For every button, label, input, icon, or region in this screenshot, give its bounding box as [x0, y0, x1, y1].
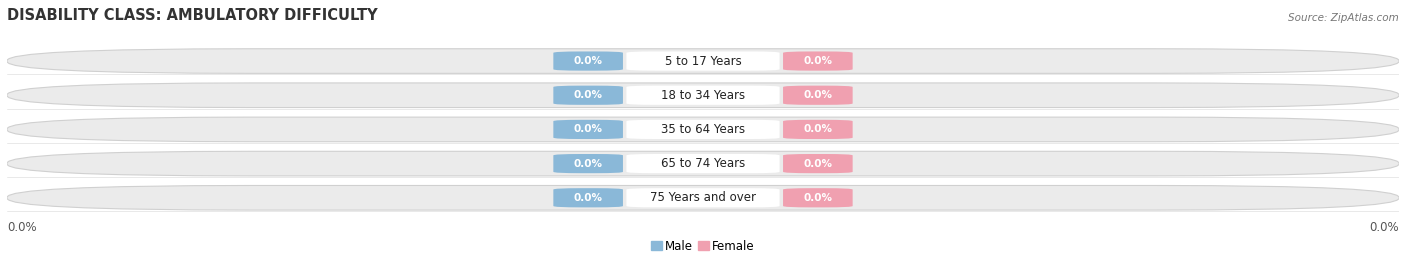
FancyBboxPatch shape — [7, 151, 1399, 176]
FancyBboxPatch shape — [627, 86, 779, 105]
FancyBboxPatch shape — [783, 154, 852, 173]
FancyBboxPatch shape — [627, 51, 779, 71]
Text: 65 to 74 Years: 65 to 74 Years — [661, 157, 745, 170]
FancyBboxPatch shape — [554, 120, 623, 139]
FancyBboxPatch shape — [783, 120, 852, 139]
FancyBboxPatch shape — [627, 120, 779, 139]
Text: 18 to 34 Years: 18 to 34 Years — [661, 89, 745, 102]
Text: 0.0%: 0.0% — [574, 125, 603, 134]
Legend: Male, Female: Male, Female — [647, 235, 759, 257]
Text: 0.0%: 0.0% — [803, 159, 832, 169]
FancyBboxPatch shape — [7, 83, 1399, 108]
FancyBboxPatch shape — [783, 51, 852, 71]
Text: 0.0%: 0.0% — [574, 159, 603, 169]
Text: 0.0%: 0.0% — [803, 193, 832, 203]
FancyBboxPatch shape — [554, 188, 623, 207]
FancyBboxPatch shape — [7, 185, 1399, 210]
Text: 0.0%: 0.0% — [803, 90, 832, 100]
Text: 35 to 64 Years: 35 to 64 Years — [661, 123, 745, 136]
Text: 0.0%: 0.0% — [574, 90, 603, 100]
FancyBboxPatch shape — [554, 51, 623, 71]
Text: 0.0%: 0.0% — [1369, 221, 1399, 234]
Text: 0.0%: 0.0% — [7, 221, 37, 234]
FancyBboxPatch shape — [783, 86, 852, 105]
FancyBboxPatch shape — [627, 188, 779, 207]
Text: 0.0%: 0.0% — [803, 56, 832, 66]
FancyBboxPatch shape — [7, 49, 1399, 73]
Text: 0.0%: 0.0% — [574, 56, 603, 66]
FancyBboxPatch shape — [554, 86, 623, 105]
FancyBboxPatch shape — [554, 154, 623, 173]
Text: 5 to 17 Years: 5 to 17 Years — [665, 55, 741, 68]
Text: 0.0%: 0.0% — [803, 125, 832, 134]
Text: Source: ZipAtlas.com: Source: ZipAtlas.com — [1288, 13, 1399, 23]
FancyBboxPatch shape — [7, 117, 1399, 142]
FancyBboxPatch shape — [627, 154, 779, 173]
Text: 0.0%: 0.0% — [574, 193, 603, 203]
Text: DISABILITY CLASS: AMBULATORY DIFFICULTY: DISABILITY CLASS: AMBULATORY DIFFICULTY — [7, 8, 378, 23]
Text: 75 Years and over: 75 Years and over — [650, 191, 756, 204]
FancyBboxPatch shape — [783, 188, 852, 207]
